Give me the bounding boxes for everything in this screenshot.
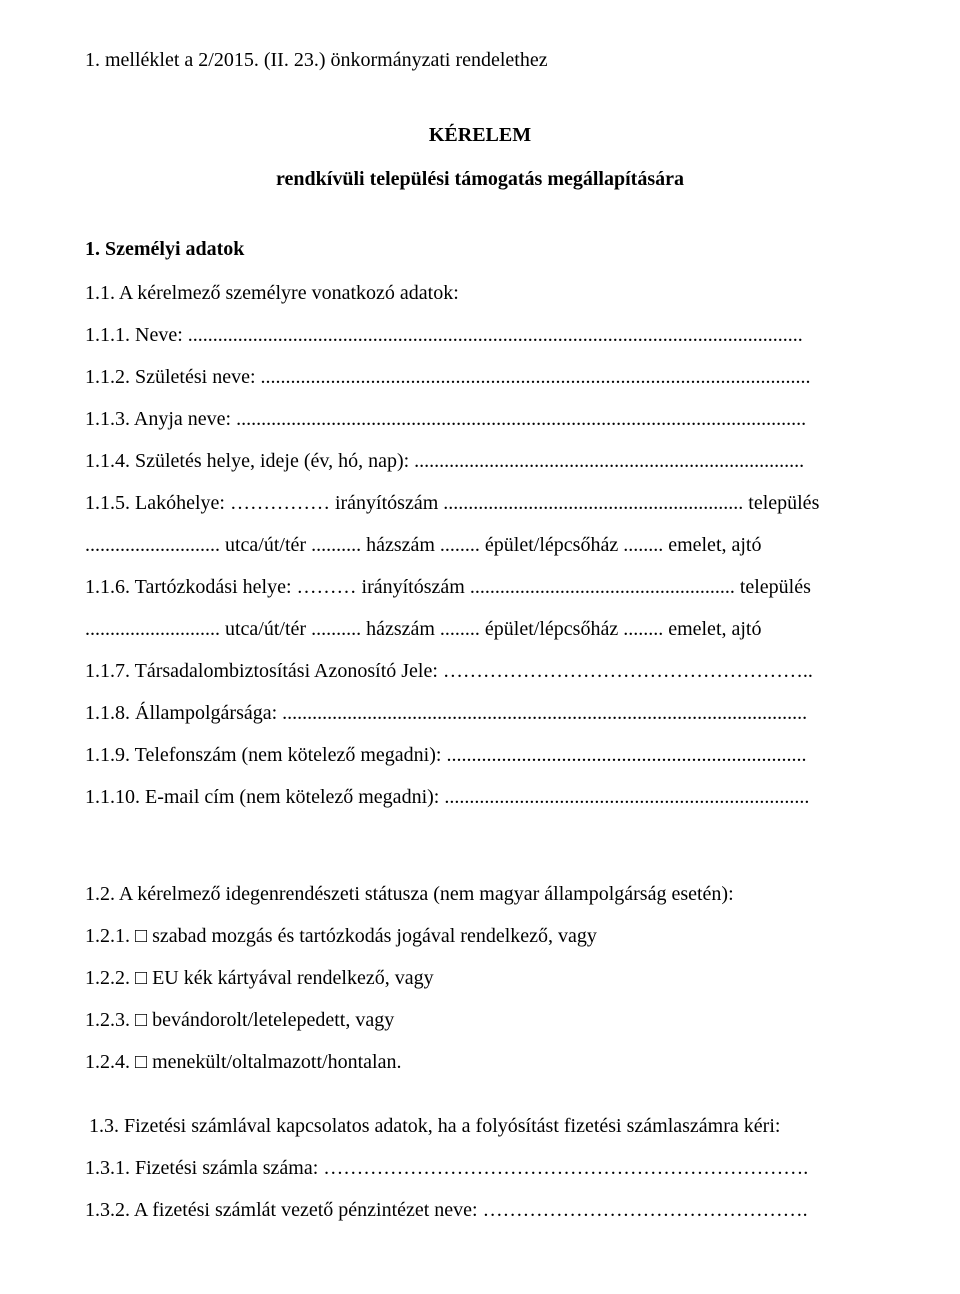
line-1-1-9-phone: 1.1.9. Telefonszám (nem kötelező megadni… [85,740,875,770]
line-1-1-7-taj: 1.1.7. Társadalombiztosítási Azonosító J… [85,656,875,686]
line-1-2-2-checkbox: 1.2.2. □ EU kék kártyával rendelkező, va… [85,963,875,993]
section-gap-2 [85,1089,875,1111]
line-1-1-8-citizenship: 1.1.8. Állampolgársága: ................… [85,698,875,728]
line-1-1-10-email: 1.1.10. E-mail cím (nem kötelező megadni… [85,782,875,812]
line-1-3-account: 1.3. Fizetési számlával kapcsolatos adat… [89,1111,875,1141]
line-1-1: 1.1. A kérelmező személyre vonatkozó ada… [85,278,875,308]
line-1-1-4-birthplace: 1.1.4. Születés helye, ideje (év, hó, na… [85,446,875,476]
line-1-3-2-bank: 1.3.2. A fizetési számlát vezető pénzint… [85,1195,875,1225]
line-1-1-6-stay: 1.1.6. Tartózkodási helye: ……… irányítós… [85,572,875,602]
line-1-2-status: 1.2. A kérelmező idegenrendészeti státus… [85,879,875,909]
line-1-1-2-birthname: 1.1.2. Születési neve: .................… [85,362,875,392]
appendix-header: 1. melléklet a 2/2015. (II. 23.) önkormá… [85,45,875,75]
line-1-2-4-checkbox: 1.2.4. □ menekült/oltalmazott/hontalan. [85,1047,875,1077]
line-address-2: ........................... utca/út/tér … [85,614,875,644]
line-1-3-1-accountno: 1.3.1. Fizetési számla száma: …………………………… [85,1153,875,1183]
line-1-2-1-checkbox: 1.2.1. □ szabad mozgás és tartózkodás jo… [85,921,875,951]
document-subtitle: rendkívüli települési támogatás megállap… [85,164,875,194]
section-gap-1 [85,824,875,879]
line-address-1: ........................... utca/út/tér … [85,530,875,560]
section-1-header: 1. Személyi adatok [85,234,875,264]
line-1-1-3-mothername: 1.1.3. Anyja neve: .....................… [85,404,875,434]
document-title: KÉRELEM [85,120,875,150]
line-1-1-5-residence: 1.1.5. Lakóhelye: …………… irányítószám ...… [85,488,875,518]
document-page: 1. melléklet a 2/2015. (II. 23.) önkormá… [0,0,960,1294]
line-1-2-3-checkbox: 1.2.3. □ bevándorolt/letelepedett, vagy [85,1005,875,1035]
line-1-1-1-name: 1.1.1. Neve: ...........................… [85,320,875,350]
